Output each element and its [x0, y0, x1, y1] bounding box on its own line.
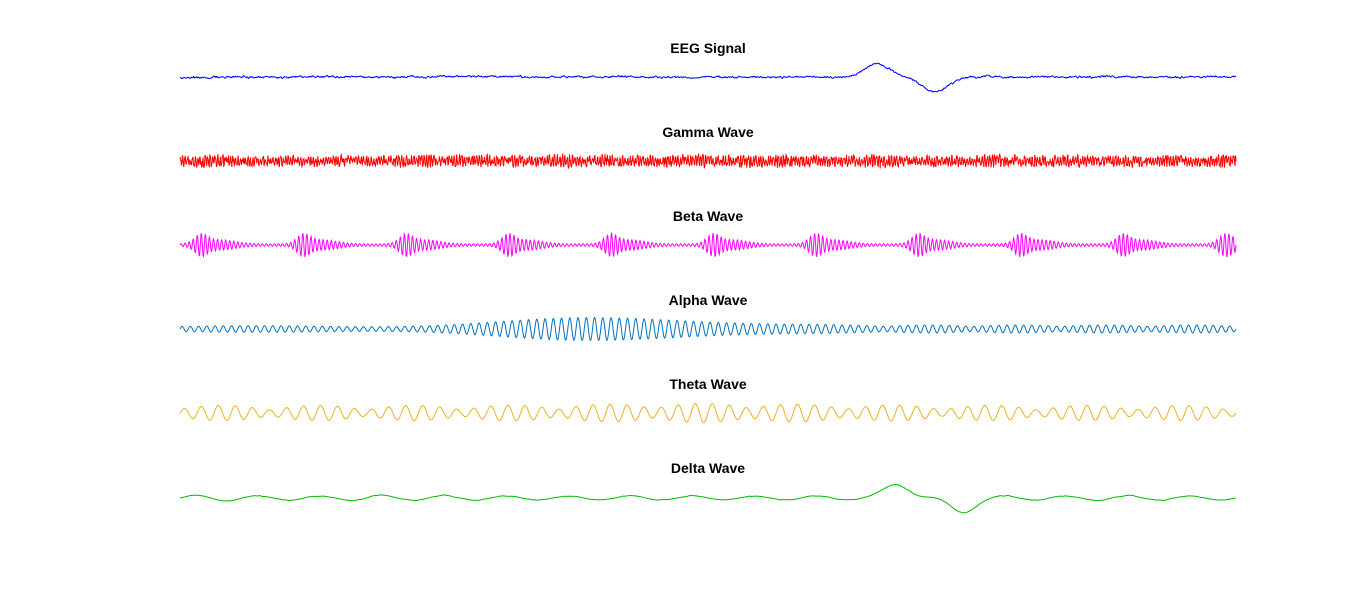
theta-wave-panel [179, 403, 1237, 423]
theta-wave-trace [179, 403, 1237, 423]
eeg-signal-title: EEG Signal [670, 40, 746, 56]
delta-wave-title: Delta Wave [670, 460, 746, 476]
delta-wave-trace [179, 483, 1237, 514]
gamma-wave-panel [179, 152, 1237, 170]
alpha-wave-title: Alpha Wave [668, 292, 748, 308]
beta-wave-trace [179, 231, 1237, 259]
beta-wave-panel [179, 231, 1237, 259]
theta-wave-title: Theta Wave [669, 376, 747, 392]
eeg-signal-panel [180, 62, 1237, 93]
alpha-wave-panel [179, 316, 1237, 342]
gamma-wave-title: Gamma Wave [662, 124, 754, 140]
delta-wave-panel [179, 483, 1237, 514]
alpha-wave-trace [179, 316, 1237, 342]
gamma-wave-trace [179, 152, 1237, 170]
eeg-signal-trace [180, 62, 1237, 93]
beta-wave-title: Beta Wave [672, 208, 744, 224]
